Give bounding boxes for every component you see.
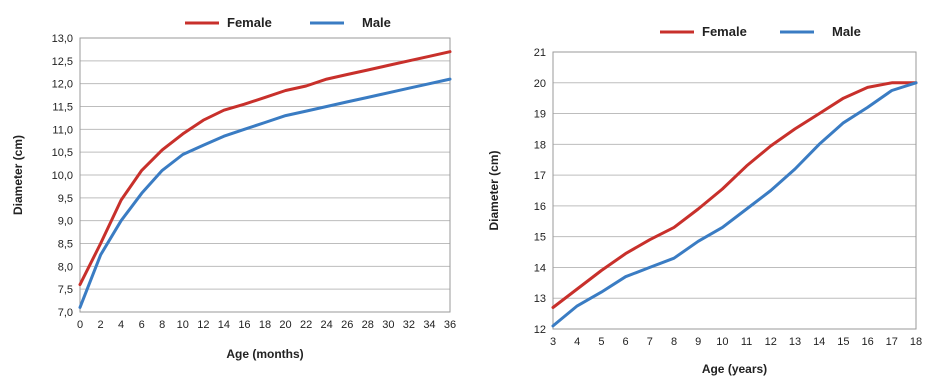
y-tick-label: 9,0 <box>58 216 73 228</box>
x-tick-label: 12 <box>765 336 777 348</box>
y-tick-label: 16 <box>534 201 546 213</box>
y-tick-label: 12,0 <box>52 79 73 91</box>
plot-frame <box>79 37 451 313</box>
legend-label-male: Male <box>362 15 391 30</box>
y-tick-label: 14 <box>534 262 546 274</box>
x-tick-label: 32 <box>403 319 415 331</box>
x-tick-label: 14 <box>218 319 230 331</box>
x-tick-label: 4 <box>574 336 580 348</box>
y-tick-label: 10,5 <box>52 147 73 159</box>
x-tick-label: 16 <box>238 319 250 331</box>
x-tick-label: 0 <box>77 319 83 331</box>
x-tick-label: 11 <box>741 336 752 348</box>
x-tick-label: 18 <box>910 336 922 348</box>
x-tick-label: 8 <box>159 319 165 331</box>
y-tick-label: 8,5 <box>58 239 73 251</box>
x-tick-label: 10 <box>177 319 189 331</box>
y-tick-label: 20 <box>534 78 546 90</box>
series-line-male <box>78 77 452 309</box>
y-tick-label: 10,0 <box>52 170 73 182</box>
x-tick-label: 30 <box>382 319 394 331</box>
x-tick-label: 12 <box>197 319 209 331</box>
x-tick-label: 8 <box>671 336 677 348</box>
y-tick-label: 12,5 <box>52 56 73 68</box>
y-tick-label: 18 <box>534 139 546 151</box>
x-tick-label: 3 <box>550 336 556 348</box>
x-tick-label: 14 <box>813 336 825 348</box>
y-tick-label: 15 <box>534 232 546 244</box>
x-tick-label: 26 <box>341 319 353 331</box>
legend: Female Male <box>660 24 861 39</box>
x-tick-label: 16 <box>861 336 873 348</box>
x-tick-label: 10 <box>716 336 728 348</box>
y-tick-label: 11,5 <box>52 102 73 114</box>
x-axis-label: Age (months) <box>226 347 303 361</box>
series-line-female <box>78 50 452 287</box>
x-tick-label: 9 <box>695 336 701 348</box>
y-tick-label: 11,0 <box>52 124 73 136</box>
x-tick-label: 18 <box>259 319 271 331</box>
x-tick-label: 7 <box>647 336 653 348</box>
x-tick-label: 34 <box>423 319 435 331</box>
series-line-male <box>551 81 918 328</box>
x-tick-label: 6 <box>139 319 145 331</box>
x-tick-label: 22 <box>300 319 312 331</box>
x-tick-label: 6 <box>623 336 629 348</box>
y-axis-label: Diameter (cm) <box>487 150 501 230</box>
y-tick-label: 7,0 <box>58 307 73 319</box>
legend-label-male: Male <box>832 24 861 39</box>
legend-label-female: Female <box>702 24 747 39</box>
x-tick-label: 24 <box>321 319 333 331</box>
y-tick-label: 13,0 <box>52 33 73 45</box>
y-tick-label: 12 <box>534 324 546 336</box>
y-tick-label: 17 <box>534 170 546 182</box>
x-tick-label: 15 <box>837 336 849 348</box>
x-tick-label: 2 <box>97 319 103 331</box>
y-tick-label: 8,0 <box>58 261 73 273</box>
x-tick-label: 4 <box>118 319 124 331</box>
series-line-female <box>551 81 918 309</box>
y-tick-label: 21 <box>534 47 546 59</box>
legend-label-female: Female <box>227 15 272 30</box>
x-tick-label: 17 <box>886 336 898 348</box>
x-tick-label: 13 <box>789 336 801 348</box>
legend: Female Male <box>185 15 391 30</box>
x-axis-label: Age (years) <box>702 362 767 376</box>
x-tick-label: 20 <box>279 319 291 331</box>
x-tick-label: 36 <box>444 319 456 331</box>
chart-2: 12 13 14 15 16 17 18 19 20 21 3 4 5 6 7 8 9 10 11 12 13 14 15 1… <box>487 24 922 376</box>
y-tick-label: 13 <box>534 293 546 305</box>
x-tick-label: 5 <box>598 336 604 348</box>
x-tick-label: 28 <box>362 319 374 331</box>
y-tick-label: 7,5 <box>58 284 73 296</box>
chart-1: 7,0 7,5 8,0 8,5 9,0 9,5 10,0 10,5 11,0 11,5 12,0 12… <box>11 15 456 361</box>
y-tick-label: 9,5 <box>58 193 73 205</box>
y-axis-label: Diameter (cm) <box>11 135 25 215</box>
plot-frame <box>552 51 917 330</box>
y-tick-label: 19 <box>534 109 546 121</box>
